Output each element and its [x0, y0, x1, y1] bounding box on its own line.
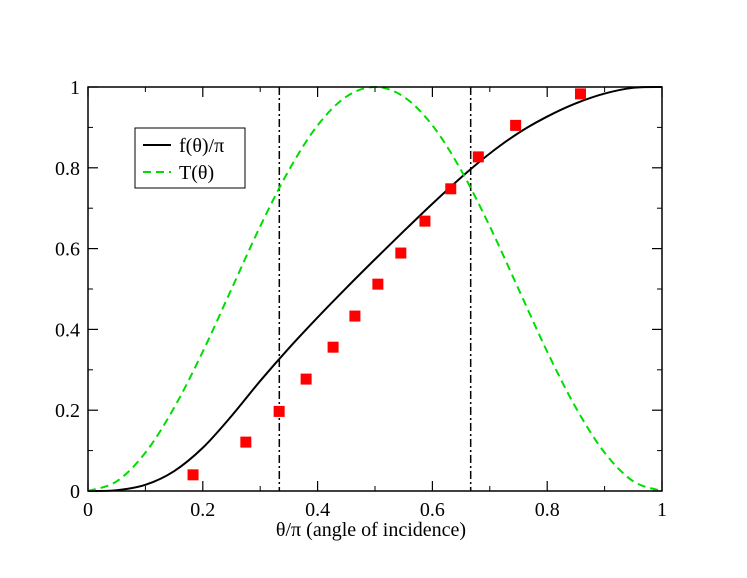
x-tick-label: 0.4: [305, 499, 330, 521]
data-marker: [349, 310, 361, 322]
tick-labels: 0 0.2 0.4 0.6 0.8 1 0 0.2 0.4 0.6 0.8 1: [55, 77, 667, 521]
data-marker: [574, 88, 586, 100]
data-marker: [395, 247, 407, 259]
data-marker: [187, 469, 199, 481]
x-tick-label: 0.8: [535, 499, 560, 521]
data-marker: [273, 405, 285, 417]
data-marker: [327, 341, 339, 353]
y-tick-label: 0.6: [55, 239, 80, 261]
data-marker: [445, 183, 457, 195]
data-marker: [472, 151, 484, 163]
plot-frame: [87, 86, 663, 492]
data-marker: [240, 436, 252, 448]
data-marker: [300, 373, 312, 385]
y-tick-label: 0.4: [55, 319, 80, 341]
data-marker: [419, 215, 431, 227]
data-marker: [372, 278, 384, 290]
legend-box: [134, 127, 246, 189]
data-marker: [510, 119, 522, 131]
x-tick-label: 0.6: [420, 499, 445, 521]
legend-label: T(θ): [179, 162, 214, 184]
legend-label: f(θ)/π: [179, 135, 224, 157]
x-tick-label: 0: [83, 499, 93, 521]
y-tick-label: 0: [70, 481, 80, 503]
y-tick-label: 0.8: [55, 158, 80, 180]
y-tick-label: 1: [70, 77, 80, 99]
x-tick-label: 0.2: [190, 499, 215, 521]
series-line: [87, 86, 663, 492]
x-tick-label: 1: [657, 499, 667, 521]
x-axis-label: θ/π (angle of incidence): [276, 519, 466, 541]
y-tick-label: 0.2: [55, 400, 80, 422]
legend-items: f(θ)/π T(θ): [143, 135, 224, 184]
data-markers: [187, 88, 586, 481]
legend: f(θ)/π T(θ): [134, 127, 246, 189]
reference-lines: [278, 87, 472, 491]
